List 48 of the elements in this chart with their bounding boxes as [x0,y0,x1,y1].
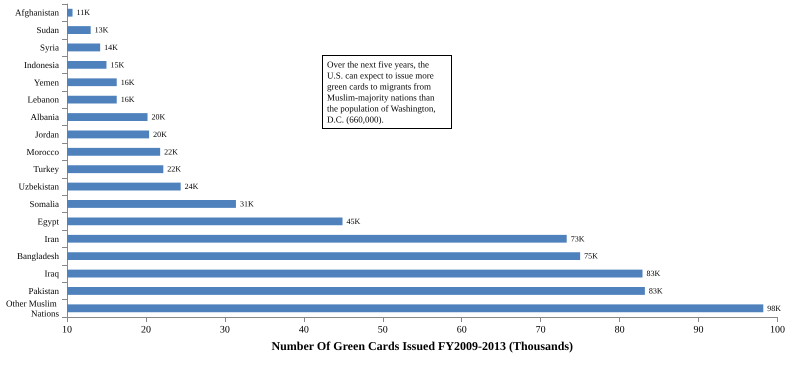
y-tick-label: Iran [44,234,60,244]
annotation: Over the next five years, the U.S. can expect to issue more green cards to migrants from Muslim-majority nations than the population of Washington, D.C. (660,000). [327,60,438,124]
data-label: 31K [240,199,254,208]
x-tick-label: 60 [456,324,467,336]
x-tick-label: 50 [378,324,388,336]
y-tick-label: Syria [40,42,60,52]
data-label: 20K [152,112,166,122]
data-label: 22K [167,164,182,174]
y-tick-label: Bangladesh [17,251,60,262]
data-label: 24K [184,182,199,192]
y-tick-label: Afghanistan [15,8,60,18]
x-tick-label: 80 [614,324,625,336]
data-label: 13K [94,26,109,35]
data-label: 16K [120,78,135,87]
data-label: 15K [110,60,124,70]
y-tick-label: Indonesia [24,60,59,70]
x-tick-label: 40 [298,324,309,336]
y-tick-label: Somalia [30,198,59,209]
data-label: 75K [584,252,598,261]
x-tick-label: 90 [694,324,704,336]
data-label: 83K [648,286,663,296]
y-tick-label: Sudan [36,25,60,36]
y-tick-label: Yemen [34,77,60,88]
x-tick-label: 20 [140,324,151,336]
data-label: 73K [570,234,585,244]
y-tick-label: Morocco [26,146,60,157]
x-tick-label: 70 [536,324,546,336]
y-tick-label: Albania [30,112,59,122]
y-tick-label: Turkey [33,164,60,174]
data-label: 16K [120,95,135,104]
y-tick-label: Jordan [35,129,60,140]
x-tick-label: 30 [220,324,230,336]
x-tick-label: 10 [62,324,72,336]
data-label: 14K [104,42,118,52]
data-label: 11K [76,8,90,18]
y-tick-label: Uzbekistan [18,182,60,192]
data-label: 45K [346,216,361,226]
y-tick-label: Other Muslim Nations [6,298,60,318]
y-tick-label: Lebanon [28,94,60,105]
data-label: 22K [164,147,178,156]
data-label: 98K [767,304,782,313]
data-label: 20K [153,130,168,139]
y-tick-label: Pakistan [28,286,60,296]
y-tick-label: Egypt [38,216,60,226]
x-axis-title: Number Of Green Cards Issued FY2009-2013 (Thousands) [271,338,574,353]
x-tick-label: 100 [770,324,785,336]
data-label: 83K [646,269,661,278]
y-tick-label: Iraq [44,268,60,279]
